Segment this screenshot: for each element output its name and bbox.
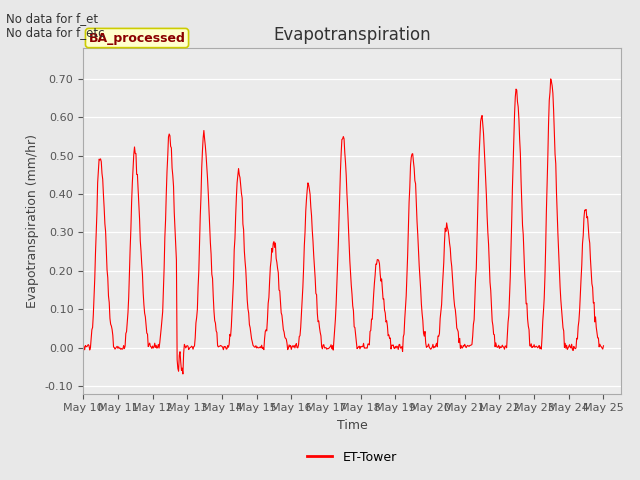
Y-axis label: Evapotranspiration (mm/hr): Evapotranspiration (mm/hr) — [26, 134, 39, 308]
Text: No data for f_etc: No data for f_etc — [6, 26, 105, 39]
X-axis label: Time: Time — [337, 419, 367, 432]
Text: BA_processed: BA_processed — [88, 32, 186, 45]
Legend: ET-Tower: ET-Tower — [302, 446, 402, 469]
Title: Evapotranspiration: Evapotranspiration — [273, 25, 431, 44]
Text: No data for f_et: No data for f_et — [6, 12, 99, 25]
